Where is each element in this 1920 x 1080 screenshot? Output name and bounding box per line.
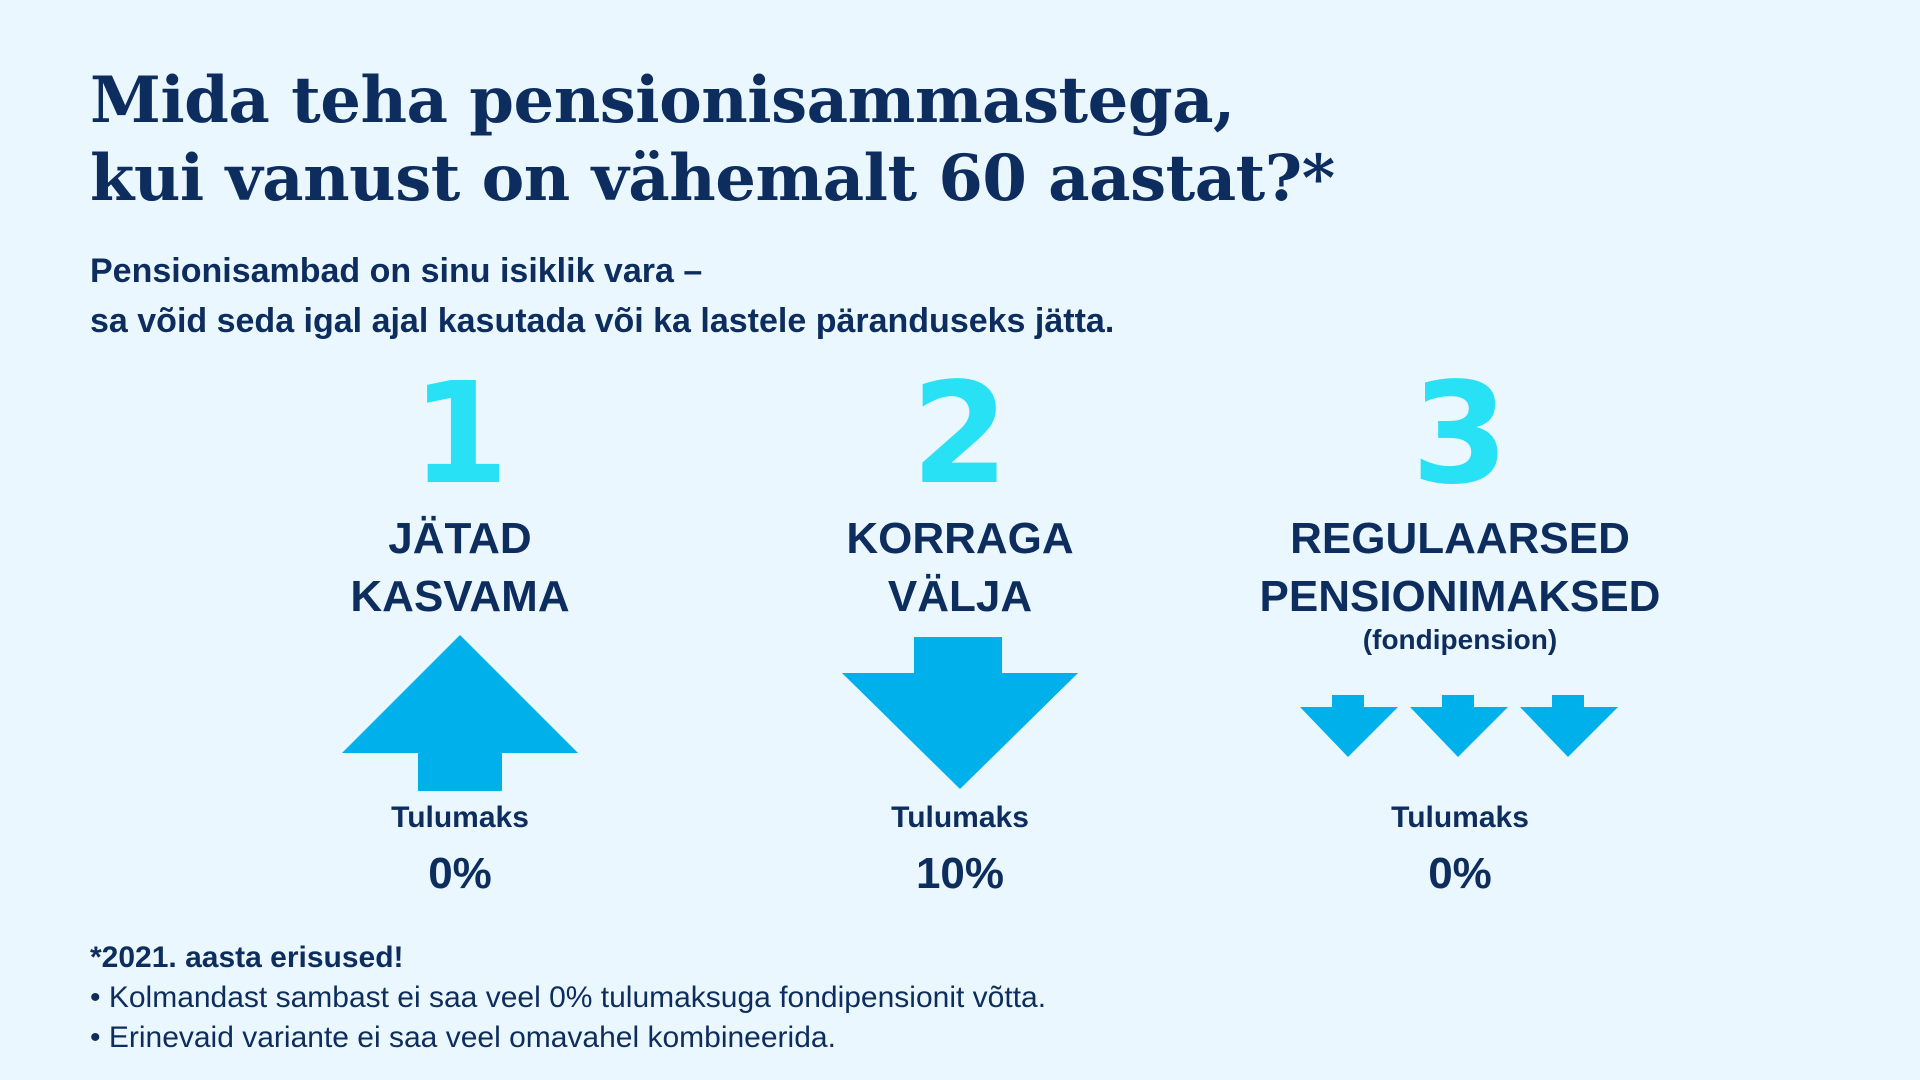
option-number: 2 — [911, 353, 1009, 516]
subtitle-line-2: sa võid seda igal ajal kasutada või ka l… — [90, 302, 1115, 340]
footnote-item: • Kolmandast sambast ei saa veel 0% tulu… — [90, 981, 1047, 1014]
arrow-down-icon — [842, 637, 1078, 789]
option-note: (fondipension) — [1362, 624, 1558, 655]
option-title-line-2: VÄLJA — [887, 572, 1033, 621]
footnote: *2021. aasta erisused! • Kolmandast samb… — [90, 938, 1046, 1058]
option-regular-payments: 3 REGULAARSED PENSIONIMAKSED (fondipensi… — [1160, 353, 1760, 905]
option-title: JÄTAD KASVAMA — [160, 510, 760, 626]
option-number: 1 — [411, 353, 509, 516]
tax-label: Tulumaks — [1391, 801, 1529, 834]
option-title-line-1: REGULAARSED — [1290, 514, 1630, 563]
tax-label: Tulumaks — [891, 801, 1029, 834]
option-title: KORRAGA VÄLJA — [660, 510, 1260, 626]
page-subtitle: Pensionisambad on sinu isiklik vara – sa… — [90, 246, 1114, 346]
title-line-1: Mida teha pensionisammastega, — [90, 63, 1235, 138]
page-title: Mida teha pensionisammastega, kui vanust… — [90, 62, 1335, 218]
option-title-line-1: JÄTAD — [388, 514, 532, 563]
tax-value: 0% — [428, 849, 492, 898]
three-small-down-arrows-icon — [1300, 695, 1620, 757]
subtitle-line-1: Pensionisambad on sinu isiklik vara – — [90, 252, 703, 290]
option-title: REGULAARSED PENSIONIMAKSED — [1160, 510, 1760, 626]
arrow-up-icon — [342, 635, 578, 791]
footnote-heading: *2021. aasta erisused! — [90, 941, 404, 974]
tax-value: 10% — [915, 849, 1005, 898]
option-grow: 1 JÄTAD KASVAMA Tulumaks 0% — [160, 353, 760, 905]
tax-value: 0% — [1428, 849, 1492, 898]
option-title-line-1: KORRAGA — [846, 514, 1074, 563]
option-lump-sum: 2 KORRAGA VÄLJA Tulumaks 10% — [660, 353, 1260, 905]
tax-label: Tulumaks — [391, 801, 529, 834]
option-title-line-2: PENSIONIMAKSED — [1259, 572, 1661, 621]
footnote-item: • Erinevaid variante ei saa veel omavahe… — [90, 1021, 836, 1054]
option-title-line-2: KASVAMA — [350, 572, 570, 621]
title-line-2: kui vanust on vähemalt 60 aastat?* — [90, 141, 1335, 216]
option-number: 3 — [1411, 353, 1509, 516]
